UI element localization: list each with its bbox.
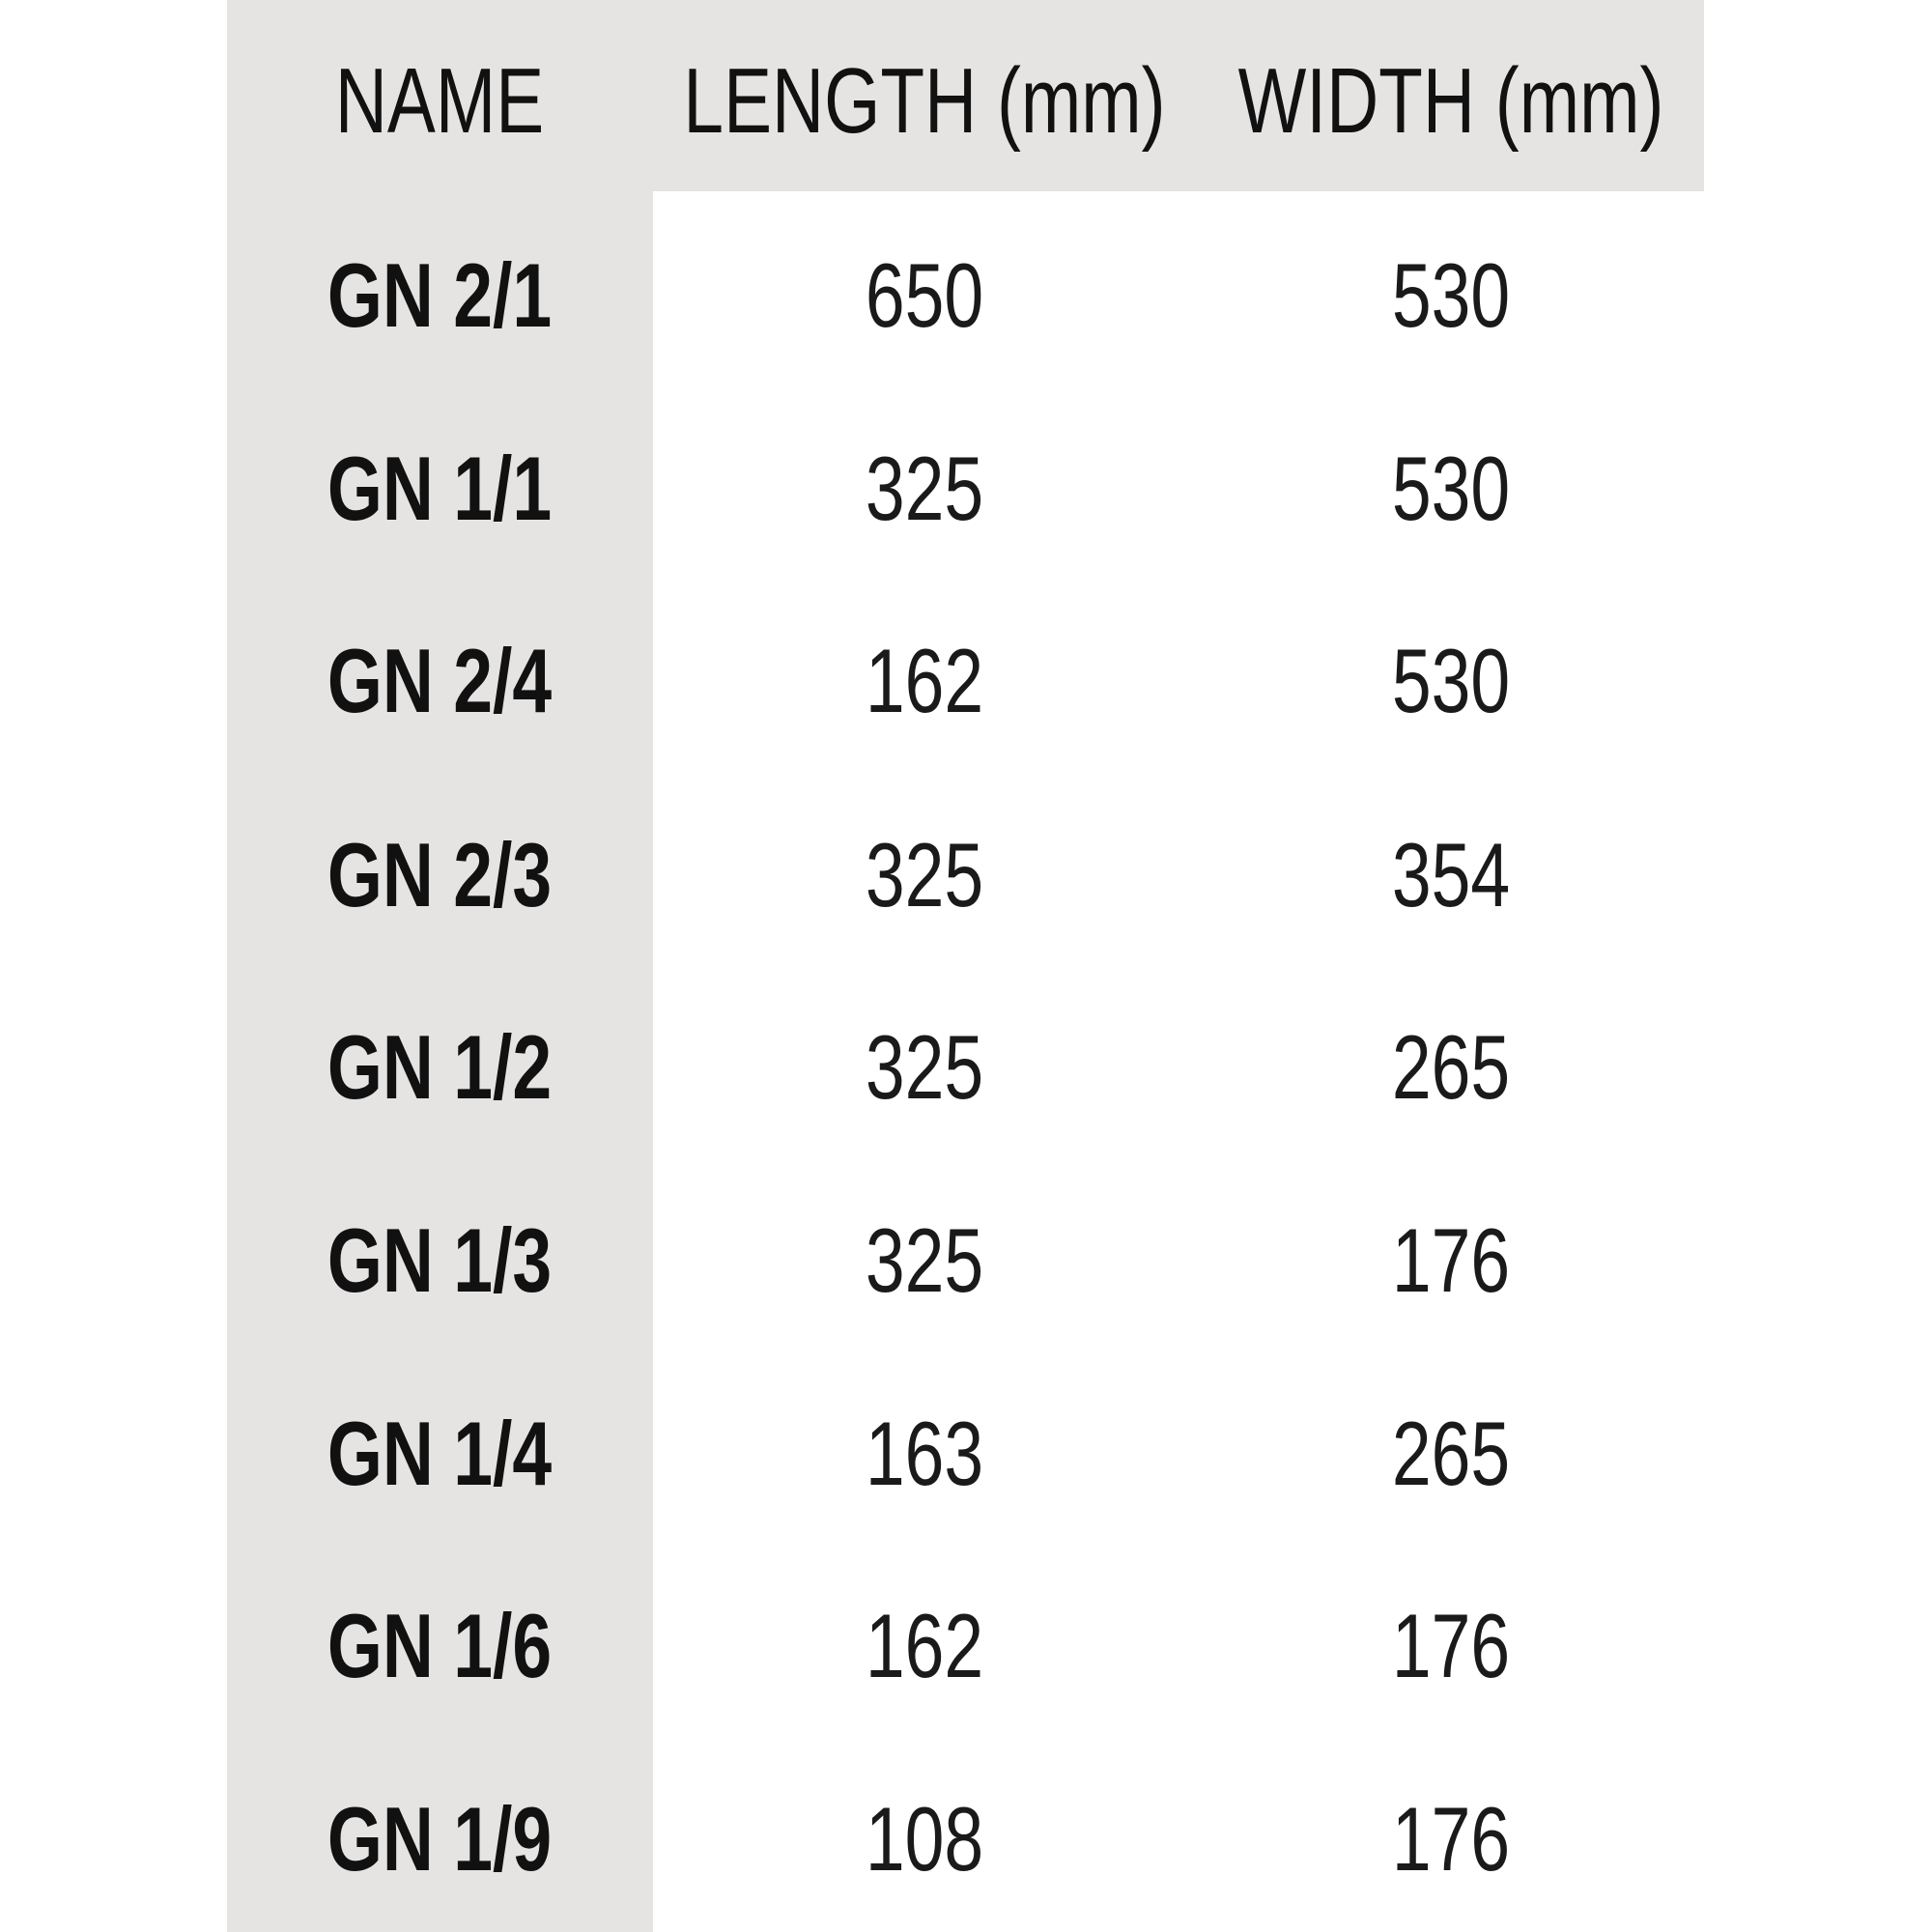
row-width: 176	[1391, 1788, 1511, 1889]
row-length: 108	[865, 1788, 984, 1889]
row-length: 325	[865, 1016, 984, 1118]
row-name: GN 1/6	[327, 1595, 553, 1696]
row-width: 265	[1391, 1403, 1511, 1504]
row-name: GN 1/2	[327, 1016, 553, 1118]
row-length: 325	[865, 1209, 984, 1311]
row-width: 176	[1391, 1595, 1511, 1696]
row-name: GN 1/4	[327, 1403, 553, 1504]
row-length: 163	[865, 1403, 984, 1504]
row-length: 162	[865, 630, 984, 731]
header-row-background	[227, 0, 1704, 191]
row-width: 354	[1391, 824, 1511, 925]
row-width: 530	[1391, 630, 1511, 731]
row-width: 530	[1391, 244, 1511, 346]
row-length: 325	[865, 824, 984, 925]
row-width: 530	[1391, 438, 1511, 539]
header-width: WIDTH (mm)	[1237, 49, 1664, 153]
row-width: 176	[1391, 1209, 1511, 1311]
row-name: GN 1/3	[327, 1209, 553, 1311]
row-name: GN 1/1	[327, 438, 553, 539]
header-name: NAME	[334, 49, 545, 153]
row-name: GN 2/4	[327, 630, 553, 731]
header-length: LENGTH (mm)	[683, 49, 1166, 153]
row-length: 162	[865, 1595, 984, 1696]
row-name: GN 2/1	[327, 244, 553, 346]
row-length: 650	[865, 244, 984, 346]
row-length: 325	[865, 438, 984, 539]
row-name: GN 1/9	[327, 1788, 553, 1889]
row-width: 265	[1391, 1016, 1511, 1118]
name-column-background	[227, 0, 653, 1932]
row-name: GN 2/3	[327, 824, 553, 925]
